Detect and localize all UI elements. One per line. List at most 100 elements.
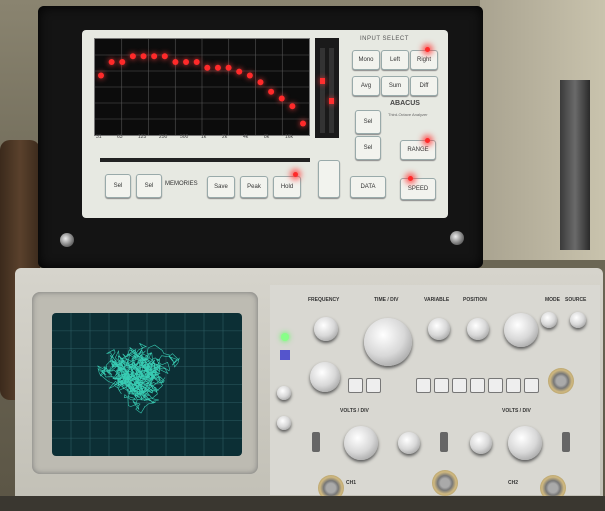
spectrum-led	[204, 64, 211, 71]
ch2-volts-knob[interactable]	[508, 426, 542, 460]
scope-button-6[interactable]	[470, 378, 485, 393]
left-button[interactable]: Left	[381, 50, 409, 70]
spectrum-led	[151, 53, 158, 60]
memories-label: MEMORIES	[165, 181, 198, 187]
trigger-level-knob[interactable]	[504, 313, 538, 347]
scope-button-2[interactable]	[366, 378, 381, 393]
prev-button[interactable]: Sel	[105, 174, 131, 198]
coupling-switch-2[interactable]	[562, 432, 570, 452]
spectrum-led	[278, 95, 285, 102]
mode-label: MODE	[545, 297, 560, 303]
intensity-knob[interactable]	[310, 362, 340, 392]
screw-left	[60, 233, 74, 247]
mode-switch[interactable]	[541, 312, 557, 328]
spectrum-led	[246, 72, 253, 79]
ch1-label: CH1	[346, 480, 357, 486]
frequency-tick-label: 500	[180, 134, 189, 140]
led-range	[425, 138, 430, 143]
vertical-mode-switch[interactable]	[440, 432, 448, 452]
variable-knob[interactable]	[428, 318, 450, 340]
time-div-label: TIME / DIV	[374, 297, 399, 303]
spectrum-led	[161, 53, 168, 60]
scope-button-1[interactable]	[348, 378, 363, 393]
peak-button[interactable]: Peak	[240, 176, 268, 198]
spectrum-led	[98, 72, 104, 79]
meter-bar-left	[320, 48, 325, 133]
coupling-switch-1[interactable]	[312, 432, 320, 452]
spectrum-led	[183, 59, 190, 66]
save-button[interactable]: Save	[207, 176, 235, 198]
time-div-knob[interactable]	[364, 318, 412, 366]
screw-right	[450, 231, 464, 245]
meter-peak-left	[320, 78, 325, 84]
spectrum-led	[193, 59, 200, 66]
volts-div-label-2: VOLTS / DIV	[502, 408, 531, 414]
mono-button[interactable]: Mono	[352, 50, 380, 70]
variable-label: VARIABLE	[424, 297, 450, 303]
spectrum-led	[300, 120, 306, 127]
ch2-label: CH2	[508, 480, 519, 486]
frequency-tick-label: 16k	[285, 134, 294, 140]
scope-button-3[interactable]	[416, 378, 431, 393]
frequency-knob[interactable]	[314, 317, 338, 341]
illum-knob[interactable]	[277, 416, 291, 430]
frequency-axis: 31 63 125 250 500 1k 2k 4k 8k 16k	[92, 132, 310, 144]
sum-button[interactable]: Sum	[381, 76, 409, 96]
ch1-volts-knob[interactable]	[344, 426, 378, 460]
led-speed	[408, 176, 413, 181]
diff-button[interactable]: Diff	[410, 76, 438, 96]
mode-button[interactable]	[318, 160, 340, 198]
position-label: POSITION	[463, 297, 487, 303]
frequency-tick-label: 1k	[201, 134, 207, 140]
led-hold	[293, 172, 298, 177]
frequency-tick-label: 8k	[264, 134, 270, 140]
ext-input-connector[interactable]	[432, 470, 458, 496]
frequency-tick-label: 31	[96, 134, 102, 140]
frequency-tick-label: 4k	[243, 134, 249, 140]
level-meter	[315, 38, 339, 138]
scope-button-5[interactable]	[452, 378, 467, 393]
speed-button[interactable]: SPEED	[400, 178, 436, 200]
ext-trigger-connector[interactable]	[548, 368, 574, 394]
led-right	[425, 47, 430, 52]
frequency-tick-label: 125	[138, 134, 147, 140]
spectrum-led	[119, 59, 126, 66]
select-down-button[interactable]: Sel	[355, 136, 381, 160]
scope-button-9[interactable]	[524, 378, 539, 393]
spectrum-led	[257, 79, 264, 86]
background-pipe	[560, 80, 590, 250]
brand-logo: ABACUS	[390, 100, 420, 107]
lissajous-trace	[52, 313, 242, 456]
right-button[interactable]: Right	[410, 50, 438, 70]
input-select-label: INPUT SELECT	[360, 36, 409, 42]
spectrum-led	[225, 64, 232, 71]
source-label: SOURCE	[565, 297, 587, 303]
volts-div-label: VOLTS / DIV	[340, 408, 369, 414]
power-led	[281, 333, 289, 341]
range-button[interactable]: RANGE	[400, 140, 436, 160]
power-button[interactable]	[280, 350, 290, 360]
trace-path	[97, 343, 180, 414]
ch2-position-knob[interactable]	[470, 432, 492, 454]
select-up-button[interactable]: Sel	[355, 110, 381, 134]
brand-subtitle: Third-Octave Analyzer	[388, 112, 428, 117]
crt-screen	[52, 313, 242, 456]
meter-peak-right	[329, 98, 334, 104]
avg-button[interactable]: Avg	[352, 76, 380, 96]
spectrum-led	[108, 59, 115, 66]
next-button[interactable]: Sel	[136, 174, 162, 198]
scope-button-4[interactable]	[434, 378, 449, 393]
floor	[0, 496, 605, 511]
scope-button-7[interactable]	[488, 378, 503, 393]
ch1-position-knob[interactable]	[398, 432, 420, 454]
spectrum-graph	[95, 39, 309, 135]
spectrum-led	[268, 88, 275, 95]
focus-knob[interactable]	[277, 386, 291, 400]
data-button[interactable]: DATA	[350, 176, 386, 198]
h-position-knob[interactable]	[467, 318, 489, 340]
meter-bar-right	[329, 48, 334, 133]
source-switch[interactable]	[570, 312, 586, 328]
scope-button-8[interactable]	[506, 378, 521, 393]
spectrum-led	[214, 64, 221, 71]
hold-button[interactable]: Hold	[273, 176, 301, 198]
